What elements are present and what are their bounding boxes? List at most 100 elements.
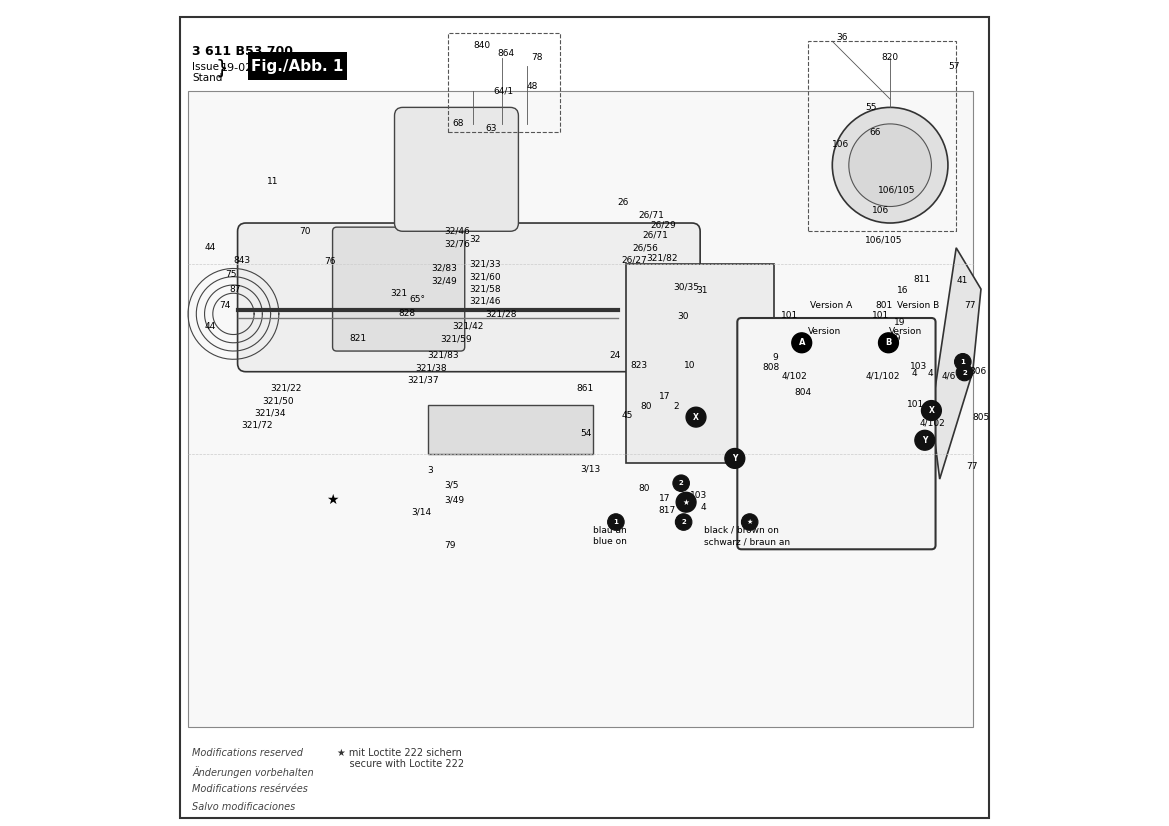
Circle shape bbox=[832, 107, 948, 223]
Text: 76: 76 bbox=[324, 258, 336, 266]
Text: 321/60: 321/60 bbox=[469, 273, 500, 281]
Text: 103: 103 bbox=[690, 491, 707, 500]
Text: 811: 811 bbox=[913, 275, 931, 283]
Text: 63: 63 bbox=[485, 124, 497, 132]
Text: Stand: Stand bbox=[192, 73, 222, 83]
Text: 79: 79 bbox=[444, 541, 456, 549]
Text: 44: 44 bbox=[205, 244, 216, 252]
Text: ★: ★ bbox=[326, 493, 339, 506]
Text: 1: 1 bbox=[614, 519, 618, 525]
Text: ★ mit Loctite 222 sichern
    secure with Loctite 222: ★ mit Loctite 222 sichern secure with Lo… bbox=[337, 748, 464, 769]
Text: 19: 19 bbox=[890, 335, 901, 343]
Text: 321/50: 321/50 bbox=[262, 396, 293, 405]
Text: Fig./Abb. 1: Fig./Abb. 1 bbox=[251, 59, 344, 74]
Text: 808: 808 bbox=[762, 363, 780, 372]
Bar bbox=[428, 405, 593, 454]
Bar bbox=[625, 264, 775, 463]
Text: 101: 101 bbox=[872, 311, 890, 320]
Text: 31: 31 bbox=[696, 287, 707, 295]
Circle shape bbox=[686, 407, 706, 427]
Text: 2: 2 bbox=[679, 480, 684, 487]
Text: X: X bbox=[928, 406, 934, 415]
Circle shape bbox=[955, 354, 971, 370]
Text: 41: 41 bbox=[956, 277, 968, 285]
Text: Y: Y bbox=[922, 436, 927, 444]
Text: 103: 103 bbox=[909, 363, 927, 371]
Text: 4: 4 bbox=[912, 369, 918, 377]
Text: 64/1: 64/1 bbox=[493, 87, 513, 95]
Circle shape bbox=[791, 333, 811, 353]
Text: 3/13: 3/13 bbox=[580, 465, 601, 473]
Text: ★: ★ bbox=[747, 519, 753, 525]
Text: 4: 4 bbox=[700, 504, 706, 512]
Text: 3/14: 3/14 bbox=[411, 508, 431, 516]
FancyBboxPatch shape bbox=[332, 227, 465, 351]
Text: Version: Version bbox=[808, 327, 841, 336]
Text: 804: 804 bbox=[794, 388, 811, 396]
Text: 806: 806 bbox=[969, 368, 987, 376]
FancyBboxPatch shape bbox=[248, 52, 347, 80]
Text: 2: 2 bbox=[682, 519, 686, 525]
Text: black / brown on: black / brown on bbox=[704, 526, 780, 534]
Text: 26/29: 26/29 bbox=[651, 221, 677, 229]
Text: 32/46: 32/46 bbox=[444, 227, 470, 235]
Text: Salvo modificaciones: Salvo modificaciones bbox=[192, 802, 296, 812]
Text: 19: 19 bbox=[894, 318, 906, 326]
Text: 801: 801 bbox=[876, 301, 892, 310]
Text: 321/34: 321/34 bbox=[254, 409, 285, 417]
Text: 101: 101 bbox=[907, 401, 924, 409]
Text: 68: 68 bbox=[452, 120, 464, 128]
Text: 4/102: 4/102 bbox=[781, 372, 807, 380]
Text: 817: 817 bbox=[659, 506, 676, 515]
Text: 2: 2 bbox=[962, 369, 967, 376]
Text: 864: 864 bbox=[498, 50, 514, 58]
FancyBboxPatch shape bbox=[738, 318, 935, 549]
Text: }: } bbox=[215, 58, 228, 78]
Text: 3/49: 3/49 bbox=[444, 496, 464, 504]
Text: 57: 57 bbox=[948, 62, 960, 70]
Text: 2: 2 bbox=[673, 402, 678, 411]
Text: 321/22: 321/22 bbox=[270, 384, 302, 392]
FancyBboxPatch shape bbox=[394, 107, 518, 231]
Text: Issue: Issue bbox=[192, 62, 219, 72]
FancyBboxPatch shape bbox=[237, 223, 700, 372]
Text: 3 611 B53 700: 3 611 B53 700 bbox=[192, 45, 293, 59]
Text: 106/105: 106/105 bbox=[878, 186, 915, 194]
Text: 16: 16 bbox=[897, 287, 908, 295]
Text: 840: 840 bbox=[473, 41, 490, 50]
Text: 3/5: 3/5 bbox=[444, 481, 458, 489]
Text: 54: 54 bbox=[580, 430, 592, 438]
Text: 321/37: 321/37 bbox=[407, 376, 438, 384]
Text: 821: 821 bbox=[350, 335, 366, 343]
Text: 805: 805 bbox=[973, 413, 990, 421]
Text: 45: 45 bbox=[622, 411, 634, 420]
Text: 321/42: 321/42 bbox=[452, 322, 484, 330]
Text: 19-02-14: 19-02-14 bbox=[221, 63, 271, 73]
Text: A: A bbox=[798, 339, 805, 347]
Text: 4/6: 4/6 bbox=[941, 372, 956, 380]
Text: 11: 11 bbox=[267, 178, 278, 186]
Bar bbox=[188, 91, 973, 727]
Text: 106/105: 106/105 bbox=[865, 235, 902, 244]
Text: 10: 10 bbox=[684, 361, 696, 369]
Text: 24: 24 bbox=[609, 351, 621, 359]
Text: B: B bbox=[885, 339, 892, 347]
Text: 26/71: 26/71 bbox=[638, 211, 664, 219]
Text: blau an: blau an bbox=[593, 526, 627, 534]
Circle shape bbox=[725, 449, 745, 468]
Text: 828: 828 bbox=[399, 310, 416, 318]
Text: Version A: Version A bbox=[810, 301, 852, 310]
Text: 44: 44 bbox=[205, 322, 216, 330]
Text: 3: 3 bbox=[428, 467, 434, 475]
Polygon shape bbox=[932, 248, 981, 479]
Circle shape bbox=[849, 124, 932, 206]
Text: 321/82: 321/82 bbox=[646, 254, 678, 262]
Text: 321/46: 321/46 bbox=[469, 297, 500, 306]
Text: 101: 101 bbox=[781, 311, 798, 320]
Text: Modifications reserved: Modifications reserved bbox=[192, 748, 303, 757]
Text: 823: 823 bbox=[630, 362, 648, 370]
Text: 321/28: 321/28 bbox=[485, 310, 517, 318]
Circle shape bbox=[608, 514, 624, 530]
Text: 321/38: 321/38 bbox=[415, 363, 447, 372]
Text: 26/56: 26/56 bbox=[632, 244, 658, 252]
